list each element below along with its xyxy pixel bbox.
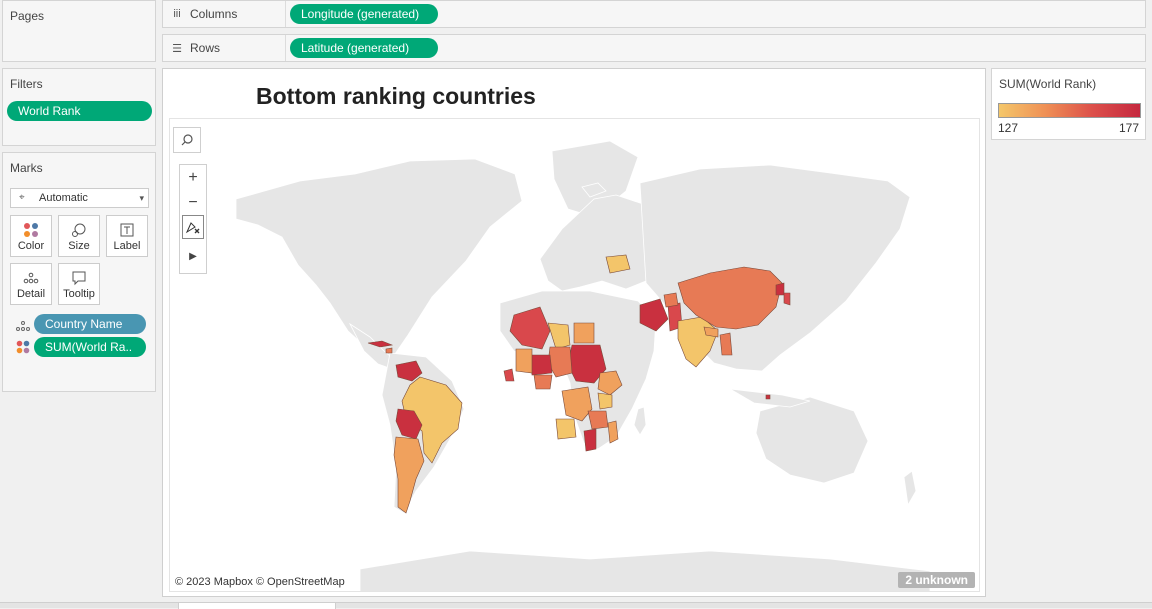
land-north-america (235, 158, 523, 366)
country-niger (529, 354, 553, 376)
map[interactable]: © 2023 Mapbox © OpenStreetMap 2 unknown (169, 118, 980, 592)
filter-pill-world-rank[interactable]: World Rank (7, 101, 152, 121)
legend-gradient (998, 103, 1141, 118)
map-mark-icon: ⌖ (19, 192, 25, 203)
pages-title: Pages (10, 9, 45, 23)
tooltip-label: Tooltip (63, 288, 95, 300)
legend-max: 177 (1118, 121, 1139, 135)
play-arrow-icon: ▶ (189, 250, 197, 262)
size-label: Size (68, 240, 90, 252)
country-mali (515, 348, 533, 374)
country-tanzania (587, 410, 609, 430)
columns-label: Columns (190, 7, 238, 21)
rows-shelf-label: ☰ Rows (170, 41, 220, 55)
detail-label: Detail (16, 288, 46, 300)
rows-shelf[interactable]: ☰ Rows Latitude (generated) (162, 34, 1146, 62)
detail-field-icon (16, 320, 30, 334)
detail-dots-icon (11, 268, 51, 288)
size-card[interactable]: Size (58, 215, 100, 257)
unknown-badge[interactable]: 2 unknown (898, 572, 975, 588)
country-drc (561, 386, 593, 422)
columns-shelf[interactable]: iii Columns Longitude (generated) (162, 0, 1146, 28)
country-angola (555, 418, 577, 440)
tooltip-icon (59, 268, 99, 288)
country-china (677, 266, 783, 330)
legend-min: 127 (998, 121, 1019, 135)
country-north-korea (775, 282, 785, 296)
zoom-out-button[interactable]: − (188, 194, 198, 211)
country-mozambique (583, 428, 597, 452)
country-nigeria (533, 374, 553, 390)
land-iceland (581, 182, 607, 198)
rows-label: Rows (190, 41, 221, 55)
country-madagascar-hl (607, 420, 619, 444)
mark-type-value: Automatic (39, 192, 88, 204)
land-madagascar (633, 406, 647, 436)
country-ethiopia (597, 370, 623, 396)
columns-icon: iii (173, 8, 181, 20)
shelf-divider (285, 35, 286, 61)
field-pill-country-name[interactable]: Country Name (34, 314, 146, 334)
color-legend[interactable]: SUM(World Rank) 127 177 (991, 68, 1146, 140)
filters-title: Filters (10, 77, 43, 91)
reset-map-button[interactable] (182, 215, 204, 239)
country-libya (547, 322, 571, 350)
legend-title: SUM(World Rank) (999, 77, 1097, 91)
country-haiti (385, 347, 393, 354)
country-egypt (573, 322, 595, 344)
viz-area: Bottom ranking countries (162, 68, 986, 597)
map-search-button[interactable] (173, 127, 201, 153)
country-brazil (401, 376, 463, 464)
country-afghanistan (663, 292, 679, 308)
search-icon (181, 134, 193, 146)
country-nepal-bangladesh (703, 326, 719, 338)
rows-pill-latitude[interactable]: Latitude (generated) (290, 38, 438, 58)
world-map[interactable] (170, 119, 980, 592)
color-label: Color (17, 240, 45, 252)
size-icon (59, 220, 99, 240)
zoom-in-button[interactable]: + (188, 169, 198, 186)
color-dots-icon (11, 220, 51, 240)
color-field-icon (16, 340, 30, 357)
country-ukraine (605, 254, 631, 274)
mark-type-dropdown[interactable]: ⌖ Automatic ▾ (10, 188, 149, 208)
viz-title: Bottom ranking countries (256, 83, 536, 109)
label-card[interactable]: Label (106, 215, 148, 257)
active-sheet-tab[interactable] (178, 603, 336, 609)
country-south-korea-vn (783, 292, 791, 306)
detail-card[interactable]: Detail (10, 263, 52, 305)
label-label: Label (113, 240, 141, 252)
land-australia (755, 396, 869, 484)
text-label-icon (107, 220, 147, 240)
country-iran (639, 298, 669, 332)
chevron-down-icon: ▾ (139, 193, 144, 203)
expand-toolbar-button[interactable]: ▶ (180, 239, 206, 273)
sheet-tab-bar[interactable] (0, 602, 1152, 609)
map-attribution[interactable]: © 2023 Mapbox © OpenStreetMap (175, 576, 345, 588)
pages-panel: Pages (2, 0, 156, 62)
country-west-africa-coast (503, 368, 515, 382)
country-venezuela (395, 360, 423, 382)
marks-panel: Marks ⌖ Automatic ▾ Color Size Label Det… (2, 152, 156, 392)
country-algeria (509, 306, 551, 350)
country-kenya (597, 392, 613, 410)
country-philippines (765, 394, 771, 400)
rows-icon: ☰ (172, 42, 182, 55)
filters-panel: Filters World Rank (2, 68, 156, 146)
color-card[interactable]: Color (10, 215, 52, 257)
land-antarctica (359, 550, 931, 591)
field-pill-sum-world-rank[interactable]: SUM(World Ra.. (34, 337, 146, 357)
tooltip-card[interactable]: Tooltip (58, 263, 100, 305)
columns-pill-longitude[interactable]: Longitude (generated) (290, 4, 438, 24)
country-myanmar (719, 332, 733, 356)
columns-shelf-label: iii Columns (170, 7, 237, 21)
marks-title: Marks (10, 161, 43, 175)
land-new-zealand (903, 470, 917, 507)
country-cuba (367, 340, 394, 348)
shelf-divider (285, 1, 286, 27)
pin-reset-icon (185, 222, 200, 234)
country-argentina (393, 436, 425, 514)
zoom-toolbar: + − ▶ (179, 164, 207, 274)
